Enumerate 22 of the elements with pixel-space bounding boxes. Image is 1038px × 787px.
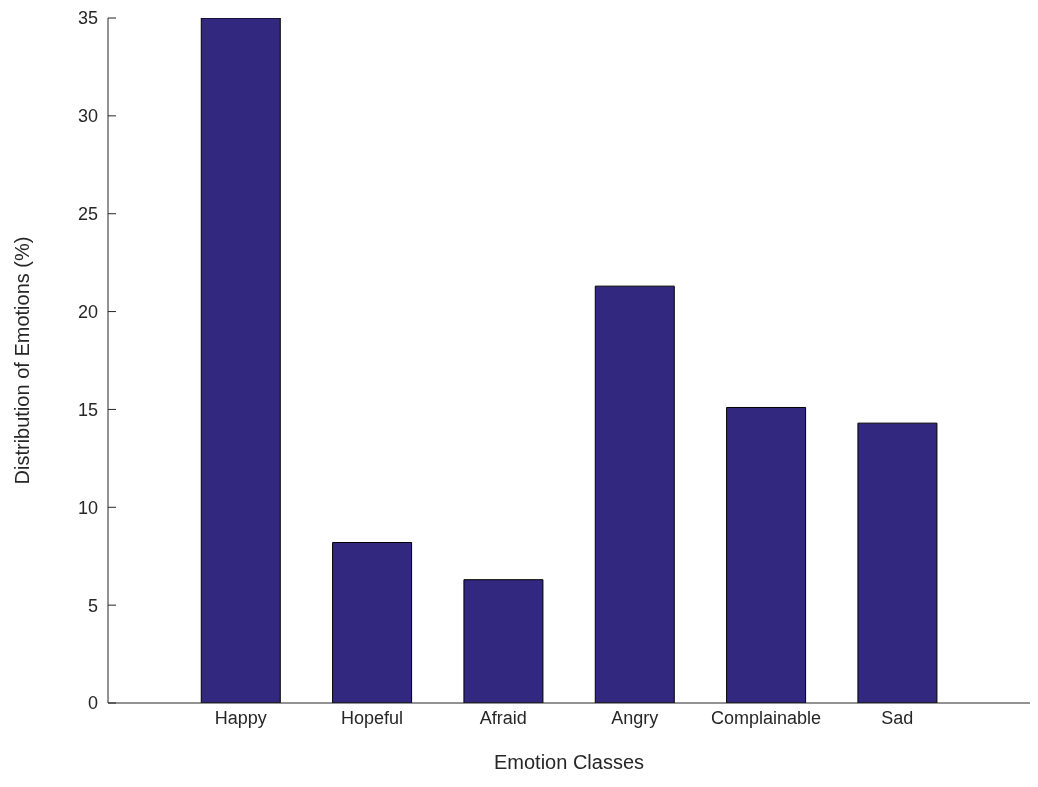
x-tick-label: Sad <box>881 707 914 728</box>
x-tick-label: Angry <box>611 707 659 728</box>
y-tick-label: 25 <box>77 204 98 225</box>
x-tick-label: Complainable <box>710 707 822 728</box>
y-tick-label: 20 <box>77 301 98 322</box>
bar <box>463 579 544 703</box>
y-tick-label: 0 <box>87 693 98 714</box>
y-tick-label: 35 <box>77 8 98 29</box>
y-tick-label: 5 <box>87 595 98 616</box>
y-tick-label: 10 <box>77 497 98 518</box>
bar <box>332 542 413 703</box>
x-tick-label: Hopeful <box>340 707 404 728</box>
bar <box>726 406 807 703</box>
y-axis-title: Distribution of Emotions (%) <box>11 236 34 485</box>
x-tick-label: Afraid <box>479 707 527 728</box>
x-axis-title: Emotion Classes <box>493 751 645 773</box>
bar <box>857 422 938 703</box>
y-tick-label: 30 <box>77 106 98 127</box>
bar <box>594 285 675 703</box>
bar <box>200 18 281 703</box>
x-tick-label: Happy <box>214 707 267 728</box>
y-tick-label: 15 <box>77 399 98 420</box>
